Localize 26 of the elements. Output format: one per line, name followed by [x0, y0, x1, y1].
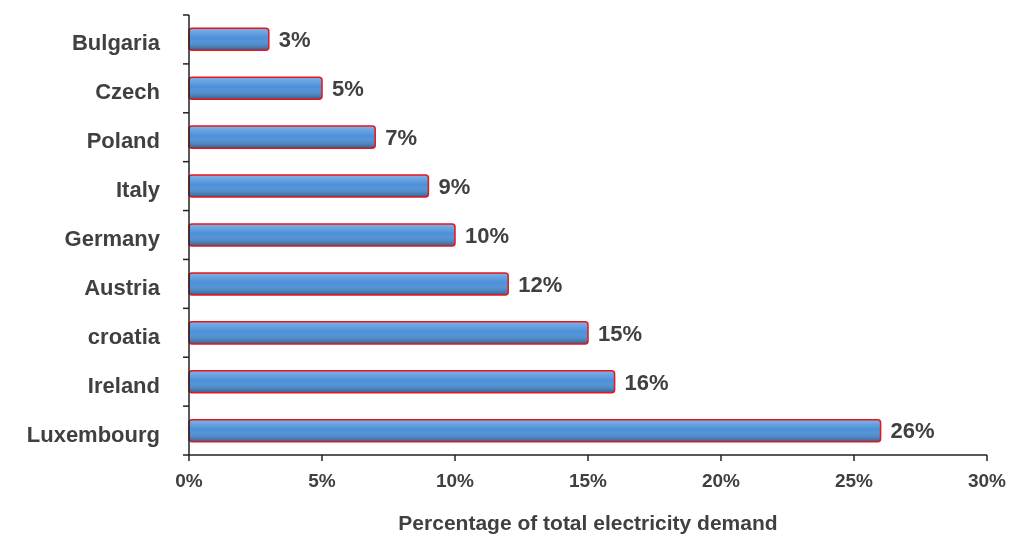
y-tick-label: Italy	[115, 177, 161, 203]
x-axis-title: Percentage of total electricity demand	[398, 511, 778, 534]
data-label: 16%	[624, 369, 669, 395]
x-tick-label: 20%	[701, 470, 741, 491]
data-label: 15%	[598, 320, 643, 346]
data-label: 9%	[438, 173, 471, 199]
data-label: 7%	[385, 124, 417, 150]
y-tick-label: Luxembourg	[26, 421, 160, 447]
y-tick-label: Czech	[95, 79, 160, 105]
x-tick-label: 15%	[568, 470, 608, 491]
x-tick-label: 5%	[308, 470, 336, 491]
x-tick-label: 30%	[967, 470, 1007, 491]
data-label: 26%	[890, 418, 935, 444]
y-tick-label: Ireland	[87, 372, 160, 398]
x-tick-label: 0%	[175, 470, 203, 491]
data-label: 12%	[518, 271, 563, 297]
y-tick-label: Poland	[86, 128, 160, 154]
data-label: 5%	[332, 75, 364, 101]
y-tick-label: Austria	[84, 274, 161, 300]
y-tick-label: Germany	[64, 226, 161, 251]
y-tick-label: Bulgaria	[71, 30, 161, 56]
data-label: 3%	[278, 26, 311, 52]
data-label: 10%	[465, 222, 510, 248]
y-tick-label: croatia	[87, 323, 161, 349]
x-tick-label: 10%	[435, 470, 475, 491]
x-tick-label: 25%	[834, 470, 874, 491]
